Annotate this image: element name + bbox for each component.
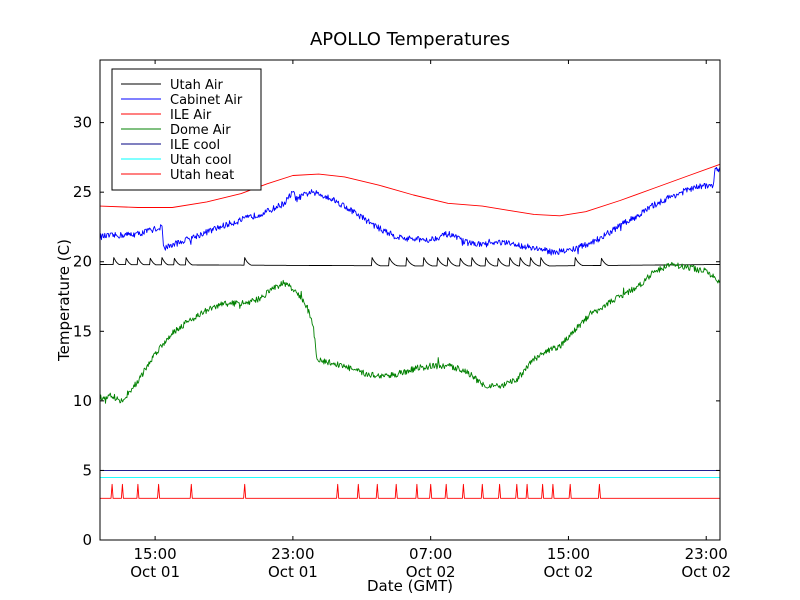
y-tick-label: 25 [73, 183, 92, 201]
series-line-utah-heat [100, 483, 720, 499]
y-axis: 0 5 10 15 20 25 30 [73, 114, 720, 549]
legend-label-cabinet-air: Cabinet Air [170, 93, 243, 108]
x-tick-label-time: 15:00 [547, 545, 590, 563]
legend-label-dome-air: Dome Air [170, 123, 231, 138]
x-tick-label-time: 15:00 [133, 545, 176, 563]
y-tick-label: 0 [82, 531, 92, 549]
x-tick-label-time: 07:00 [409, 545, 452, 563]
series-line-dome-air [99, 261, 721, 404]
plot-frame [99, 59, 721, 541]
y-tick-label: 20 [73, 253, 92, 271]
series-layer [99, 163, 721, 499]
x-tick-label-date: Oct 02 [406, 563, 456, 581]
legend-label-utah-heat: Utah heat [170, 168, 234, 183]
y-tick-label: 15 [73, 322, 92, 340]
y-tick-label: 5 [82, 461, 92, 479]
x-tick-label-time: 23:00 [685, 545, 728, 563]
legend-label-ile-cool: ILE cool [170, 138, 220, 153]
legend-label-utah-cool: Utah cool [170, 153, 232, 168]
x-tick-label-date: Oct 02 [681, 563, 731, 581]
chart-title: APOLLO Temperatures [310, 29, 510, 50]
x-tick-label-time: 23:00 [271, 545, 314, 563]
series-line-ile-air [99, 163, 721, 217]
x-tick-label-date: Oct 01 [130, 563, 180, 581]
series-line-utah-air [100, 257, 720, 267]
series-line-cabinet-air [99, 166, 721, 256]
x-axis-label: Date (GMT) [367, 577, 453, 595]
x-tick-label-date: Oct 02 [544, 563, 594, 581]
legend-label-utah-air: Utah Air [170, 78, 223, 93]
x-tick-label-date: Oct 01 [268, 563, 318, 581]
y-tick-label: 30 [73, 114, 92, 132]
y-axis-label: Temperature (C) [55, 239, 73, 362]
y-tick-label: 10 [73, 392, 92, 410]
legend-label-ile-air: ILE Air [170, 108, 212, 123]
